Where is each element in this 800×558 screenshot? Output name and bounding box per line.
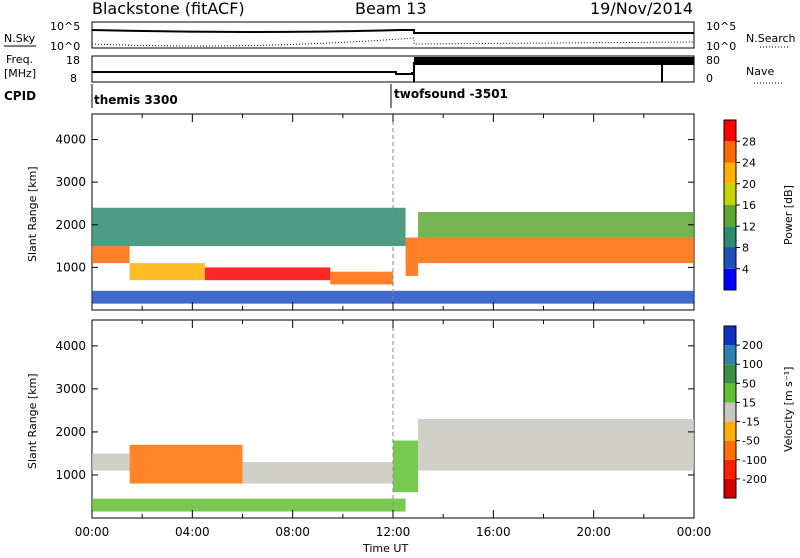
y-tick-label: 3000 bbox=[55, 175, 86, 189]
colorbar-tick-label: -15 bbox=[742, 416, 760, 429]
nave-tick-bottom: 0 bbox=[706, 72, 713, 85]
date-label: 19/Nov/2014 bbox=[590, 0, 693, 18]
nsky-tick-bottom: 10^0 bbox=[50, 40, 80, 53]
x-tick-label: 04:00 bbox=[175, 525, 210, 539]
colorbar-tick-label: 50 bbox=[742, 377, 756, 390]
colorbar-swatch bbox=[724, 345, 736, 365]
colorbar-swatch bbox=[724, 162, 736, 184]
nsearch-tick-top: 10^5 bbox=[706, 20, 736, 33]
echo-band bbox=[405, 237, 419, 276]
colorbar-swatch bbox=[724, 205, 736, 227]
freq-panel bbox=[91, 55, 695, 83]
colorbar-swatch bbox=[724, 268, 736, 290]
nave-trace bbox=[414, 57, 694, 65]
colorbar-swatch bbox=[724, 226, 736, 248]
x-tick-label: 16:00 bbox=[476, 525, 511, 539]
y-tick-label: 2000 bbox=[55, 218, 86, 232]
freq-tick-bottom: 8 bbox=[70, 72, 77, 85]
echo-band bbox=[242, 462, 393, 484]
echo-band bbox=[418, 212, 694, 238]
colorbar-label: Velocity [m s⁻¹] bbox=[782, 367, 795, 452]
nsearch-trace bbox=[91, 37, 695, 47]
colorbar-tick-label: 200 bbox=[742, 339, 763, 352]
colorbar-swatch bbox=[724, 326, 736, 346]
echo-band bbox=[393, 440, 419, 493]
colorbar-tick-label: 12 bbox=[742, 220, 756, 233]
y-axis-label: Slant Range [km] bbox=[26, 373, 39, 469]
echo-band bbox=[92, 246, 130, 264]
freq-unit: [MHz] bbox=[4, 67, 36, 80]
colorbar-swatch bbox=[724, 421, 736, 441]
colorbar-tick-label: 4 bbox=[742, 263, 749, 276]
colorbar-tick-label: -200 bbox=[742, 473, 767, 486]
y-tick-label: 3000 bbox=[55, 382, 86, 396]
freq-trace bbox=[92, 71, 413, 75]
x-tick-label: 00:00 bbox=[75, 525, 110, 539]
colorbar-tick-label: 20 bbox=[742, 178, 756, 191]
velocity-panel: 1000 2000 3000 4000 Slant Range [km] bbox=[26, 319, 695, 519]
colorbar-label: Power [dB] bbox=[782, 185, 795, 245]
echo-band bbox=[92, 207, 406, 247]
x-tick-label: 20:00 bbox=[576, 525, 611, 539]
x-axis-label: Time UT bbox=[362, 542, 408, 554]
colorbar-swatch bbox=[724, 141, 736, 163]
colorbar-swatch bbox=[724, 183, 736, 205]
echo-band bbox=[129, 263, 205, 281]
cpid-label: CPID bbox=[4, 89, 36, 103]
x-tick-label: 00:00 bbox=[677, 525, 712, 539]
nsky-panel bbox=[91, 21, 695, 49]
echo-band bbox=[418, 419, 694, 471]
freq-tick-top: 18 bbox=[66, 54, 80, 67]
colorbar-swatch bbox=[724, 478, 736, 498]
colorbar-tick-label: 15 bbox=[742, 396, 756, 409]
echo-band bbox=[92, 453, 130, 471]
echo-band bbox=[330, 271, 393, 285]
colorbar-swatch bbox=[724, 364, 736, 384]
power-panel: 1000 2000 3000 4000 Slant Range [km] bbox=[26, 113, 695, 311]
nsky-trace bbox=[91, 29, 694, 34]
echo-band bbox=[92, 498, 406, 512]
echo-band bbox=[204, 267, 331, 281]
nave-tick-top: 80 bbox=[706, 54, 720, 67]
nsearch-tick-bottom: 10^0 bbox=[706, 40, 736, 53]
colorbar-tick-label: -50 bbox=[742, 435, 760, 448]
cpid-mode-1: themis 3300 bbox=[94, 93, 178, 107]
colorbar-tick-label: 28 bbox=[742, 135, 756, 148]
y-axis-label: Slant Range [km] bbox=[26, 166, 39, 262]
colorbar-swatch bbox=[724, 247, 736, 269]
colorbar-tick-label: 16 bbox=[742, 199, 756, 212]
colorbar-tick-label: 24 bbox=[742, 157, 756, 170]
nave-label: Nave bbox=[746, 65, 774, 78]
colorbar-swatch bbox=[724, 383, 736, 403]
colorbar-tick-label: 100 bbox=[742, 358, 763, 371]
cpid-mode-2: twofsound -3501 bbox=[394, 87, 508, 101]
colorbar-frame bbox=[723, 325, 737, 499]
y-tick-label: 2000 bbox=[55, 425, 86, 439]
beam-label: Beam 13 bbox=[355, 0, 427, 18]
colorbar-tick-label: 8 bbox=[742, 242, 749, 255]
y-tick-label: 1000 bbox=[55, 260, 86, 274]
freq-label: Freq. bbox=[6, 53, 33, 66]
time-axis: 00:00 04:00 08:00 12:00 16:00 20:00 00:00 bbox=[75, 525, 712, 539]
power-colorbar: 4 8 12 16 20 24 28 Power [dB] bbox=[723, 119, 795, 291]
y-tick-label: 4000 bbox=[55, 339, 86, 353]
nsearch-label: N.Search bbox=[746, 32, 796, 45]
colorbar-swatch bbox=[724, 402, 736, 422]
colorbar-swatch bbox=[724, 459, 736, 479]
radar-title: Blackstone (fitACF) bbox=[92, 0, 245, 18]
y-tick-label: 4000 bbox=[55, 133, 86, 147]
velocity-colorbar: 200 100 50 15 -15 -50 -100 -200 Velocity [m s⁻¹] bbox=[723, 325, 795, 499]
echo-band bbox=[129, 444, 243, 484]
colorbar-swatch bbox=[724, 120, 736, 142]
nsky-label: N.Sky bbox=[4, 32, 36, 45]
colorbar-tick-label: -100 bbox=[742, 454, 767, 467]
colorbar-swatch bbox=[724, 440, 736, 460]
echo-band bbox=[418, 237, 694, 264]
x-tick-label: 12:00 bbox=[376, 525, 411, 539]
x-tick-label: 08:00 bbox=[275, 525, 310, 539]
nsky-tick-top: 10^5 bbox=[50, 20, 80, 33]
y-tick-label: 1000 bbox=[55, 468, 86, 482]
